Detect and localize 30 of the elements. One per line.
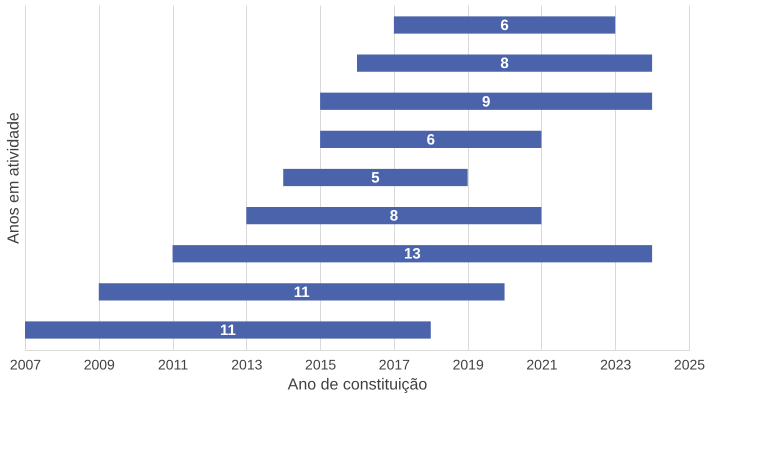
bar bbox=[320, 130, 542, 148]
x-tick-label: 2021 bbox=[526, 356, 558, 372]
x-tick-label: 2011 bbox=[158, 356, 188, 372]
data-label: 8 bbox=[390, 208, 398, 225]
data-label: 11 bbox=[220, 322, 236, 339]
bar bbox=[394, 16, 616, 34]
data-label: 9 bbox=[482, 93, 490, 110]
x-tick-label: 2009 bbox=[84, 356, 116, 372]
x-tick-label: 2023 bbox=[600, 356, 632, 372]
bar bbox=[320, 92, 652, 110]
x-tick-label: 2025 bbox=[674, 356, 706, 372]
bar bbox=[283, 168, 468, 186]
bar bbox=[98, 283, 505, 300]
bar bbox=[172, 245, 652, 262]
x-axis-title: Ano de constituição bbox=[288, 376, 428, 394]
data-label: 8 bbox=[500, 55, 509, 72]
data-label: 6 bbox=[426, 131, 435, 148]
x-tick-label: 2017 bbox=[378, 356, 410, 372]
x-tick-label: 2013 bbox=[231, 356, 263, 372]
data-label: 5 bbox=[371, 170, 380, 186]
data-label: 11 bbox=[294, 284, 310, 301]
x-tick-label: 2007 bbox=[10, 356, 42, 372]
bar bbox=[357, 54, 652, 72]
x-tick-label: 2019 bbox=[452, 356, 484, 372]
data-label: 6 bbox=[500, 17, 509, 34]
bar bbox=[246, 207, 542, 224]
y-axis-title: Anos em atividade bbox=[6, 112, 22, 244]
data-label: 13 bbox=[404, 246, 421, 263]
bar bbox=[25, 321, 431, 339]
x-tick-label: 2015 bbox=[305, 356, 336, 372]
